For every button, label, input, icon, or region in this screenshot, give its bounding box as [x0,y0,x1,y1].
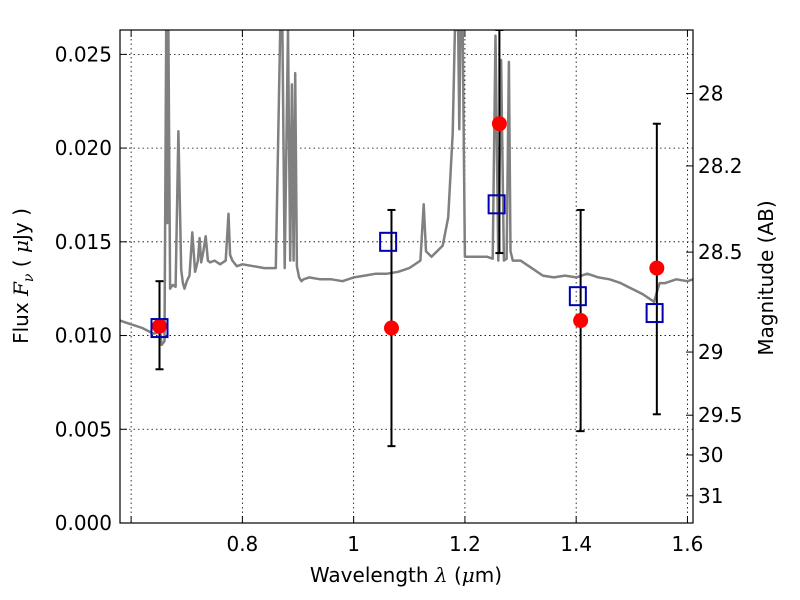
y-tick-label-5: 0.025 [55,42,112,66]
model-photometry-point-2 [487,194,506,215]
x-tick-label-4: 1.4 [560,532,592,556]
data-layer [120,30,693,448]
photometry-point-2 [491,116,507,132]
x-tick-label-3: 1.2 [449,532,481,556]
y2-tick-label-6: 31 [698,484,723,508]
y2-tick-label-1: 28.2 [698,154,743,178]
y-tick-label-3: 0.015 [55,230,112,254]
y2-tick-label-0: 28 [698,82,723,106]
model-photometry-point-0 [150,318,169,339]
y-tick-label-1: 0.005 [55,417,112,441]
y2-tick-label-2: 28.5 [698,240,743,264]
photometry-point-0 [151,318,167,334]
plot-background [120,30,693,523]
plot-frame [119,29,694,524]
y2-tick-label-3: 29 [698,340,723,364]
y-tick-label-4: 0.020 [55,136,112,160]
y2-tick-label-4: 29.5 [698,403,743,427]
y2-tick-label-5: 30 [698,443,723,467]
photometry-point-3 [573,313,589,329]
x-tick-label-1: 0.8 [226,532,258,556]
model-photometry-point-3 [568,286,587,307]
y2-axis-title: Magnitude (AB) [754,200,778,355]
y-axis-title: Flux Fν ( μJy ) [9,208,37,344]
tick-labels: 0.8 1 1.2 1.4 1.6 0.000 0.005 0.010 0.015 0.020 0.… [55,42,743,556]
photometry-point-4 [649,260,665,276]
photometry-point-1 [383,320,399,336]
x-tick-label-2: 1 [347,532,360,556]
y-tick-label-2: 0.010 [55,324,112,348]
spectrum-line [120,30,693,347]
model-photometry-point-4 [645,303,664,324]
x-axis-title: Wavelength λ (μm) [310,563,502,587]
y-tick-label-0: 0.000 [55,511,112,535]
x-tick-label-5: 1.6 [672,532,704,556]
model-photometry-point-1 [379,231,398,252]
